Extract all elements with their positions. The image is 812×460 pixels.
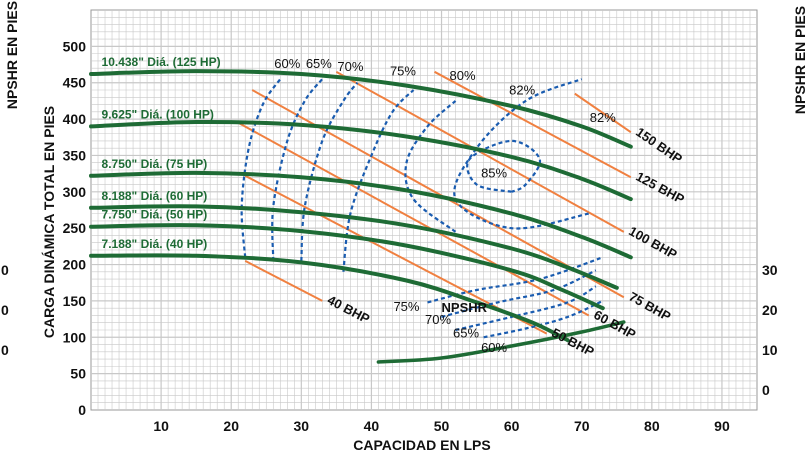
x-tick-label: 30 — [294, 418, 310, 434]
y-tick-label: 150 — [63, 293, 87, 309]
y-tick-label: 350 — [63, 147, 87, 163]
bhp-line — [574, 92, 632, 134]
y-left-second-axis-title: NPSHR EN PIES — [4, 1, 20, 109]
y-axis-title: CARGA DINÁMICA TOTAL EN PIES — [41, 106, 57, 338]
npshr-curve — [376, 320, 626, 364]
y-tick-label: 250 — [63, 220, 87, 236]
bhp-line — [244, 260, 323, 302]
y-tick-label: 500 — [63, 38, 87, 54]
efficiency-label: 70% — [337, 59, 363, 74]
npshr-label: NPSHR — [442, 300, 488, 315]
head-curve — [89, 204, 619, 290]
x-tick-label: 80 — [644, 418, 660, 434]
y-right-tick-label: 20 — [762, 302, 778, 318]
head-curve — [89, 69, 633, 149]
head-curve-label: 7.750" Diá. (50 HP) — [102, 208, 208, 222]
y-tick-label: 50 — [70, 366, 86, 382]
x-tick-label: 40 — [364, 418, 380, 434]
y-tick-label: 200 — [63, 257, 87, 273]
efficiency-curve — [455, 285, 597, 332]
head-curve-label: 8.750" Diá. (75 HP) — [102, 157, 208, 171]
efficiency-curve — [466, 139, 542, 193]
grid-layer — [90, 9, 758, 411]
head-curve — [89, 253, 570, 343]
y-tick-label: 300 — [63, 184, 87, 200]
bhp-line — [434, 70, 632, 179]
x-tick-label: 20 — [223, 418, 239, 434]
efficiency-label: 85% — [481, 165, 507, 180]
y-right-tick-label: 30 — [762, 262, 778, 278]
efficiency-curve — [271, 78, 324, 261]
head-curve — [89, 170, 633, 260]
head-curve-label: 8.188" Diá. (60 HP) — [102, 189, 208, 203]
y-left-partial-tick-label: 0 — [1, 302, 9, 318]
efficiency-curve — [441, 269, 597, 318]
y-right-tick-label: 10 — [762, 342, 778, 358]
efficiency-label: 75% — [393, 299, 419, 314]
efficiency-label: 65% — [453, 325, 479, 340]
y-tick-label: 100 — [63, 329, 87, 345]
efficiency-label: 80% — [450, 68, 476, 83]
x-tick-label: 70 — [574, 418, 590, 434]
x-tick-label: 90 — [714, 418, 730, 434]
efficiency-label: 65% — [306, 56, 332, 71]
efficiency-label: 82% — [509, 82, 535, 97]
efficiency-curve — [300, 82, 359, 261]
efficiency-label: 70% — [425, 312, 451, 327]
efficiency-label: 75% — [390, 63, 416, 78]
head-curve-label: 10.438" Diá. (125 HP) — [102, 55, 221, 69]
head-curve — [89, 119, 633, 202]
head-curve-label: 7.188" Diá. (40 HP) — [102, 237, 208, 251]
y-tick-label: 400 — [63, 111, 87, 127]
data-layer — [89, 69, 633, 364]
y-right-axis-title: NPSHR EN PIES — [792, 6, 808, 114]
efficiency-label: 82% — [590, 110, 616, 125]
efficiency-curve — [483, 299, 604, 339]
efficiency-curve — [342, 89, 415, 272]
efficiency-curve — [404, 100, 457, 233]
y-tick-label: 450 — [63, 75, 87, 91]
efficiency-label: 60% — [274, 56, 300, 71]
x-tick-label: 10 — [153, 418, 169, 434]
y-tick-label: 0 — [78, 402, 86, 418]
y-left-partial-tick-label: 0 — [1, 262, 9, 278]
x-tick-label: 60 — [504, 418, 520, 434]
x-tick-label: 50 — [434, 418, 450, 434]
efficiency-curve — [427, 256, 604, 304]
head-curve-label: 9.625" Diá. (100 HP) — [102, 107, 214, 121]
head-curve — [89, 223, 605, 311]
y-left-partial-tick-label: 0 — [1, 342, 9, 358]
bhp-line — [237, 121, 590, 317]
x-axis-title: CAPACIDAD EN LPS — [353, 437, 490, 453]
efficiency-label: 60% — [481, 340, 507, 355]
y-right-tick-label: 0 — [762, 382, 770, 398]
